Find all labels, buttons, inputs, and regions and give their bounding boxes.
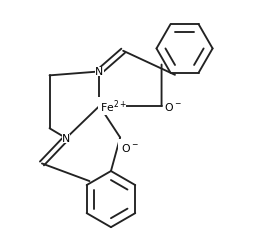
Bar <box>95 68 104 76</box>
Text: O$^-$: O$^-$ <box>121 141 139 153</box>
Bar <box>118 139 137 154</box>
Text: N: N <box>95 67 104 77</box>
Bar <box>163 98 182 115</box>
Text: N: N <box>62 134 70 144</box>
Bar <box>98 98 126 115</box>
Bar <box>62 134 70 143</box>
Text: O$^-$: O$^-$ <box>164 101 182 112</box>
Text: Fe$^{2+}$: Fe$^{2+}$ <box>100 98 127 115</box>
